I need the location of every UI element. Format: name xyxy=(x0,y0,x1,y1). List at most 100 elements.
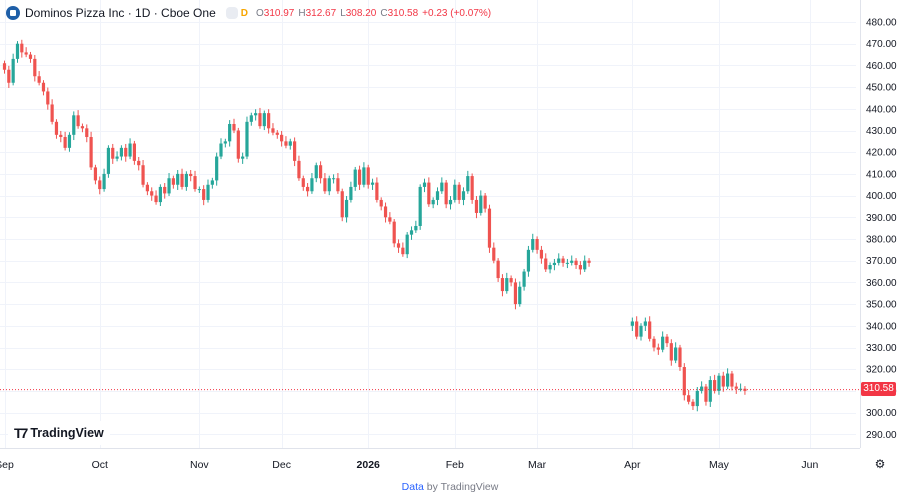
candle-body xyxy=(539,249,544,259)
candle-body xyxy=(492,247,496,261)
y-tick-label: 380.00 xyxy=(866,235,897,246)
candle-body xyxy=(383,206,388,218)
candle-body xyxy=(67,134,72,148)
candle-body xyxy=(340,191,344,218)
y-tick-label: 410.00 xyxy=(866,169,897,180)
candle-body xyxy=(318,165,323,179)
y-tick-label: 390.00 xyxy=(866,213,897,224)
candle-body xyxy=(578,265,582,270)
candle-body xyxy=(544,258,548,270)
candle-body xyxy=(435,191,440,200)
tradingview-logo[interactable]: T7 TradingView xyxy=(8,421,110,445)
candle-body xyxy=(163,186,167,194)
candle-body xyxy=(85,128,89,138)
tradingview-logo-text: TradingView xyxy=(30,426,104,440)
candle-body xyxy=(656,347,660,350)
candle-body xyxy=(409,230,414,235)
candle-body xyxy=(202,189,206,200)
candle-body xyxy=(414,225,418,231)
interval-tag: D xyxy=(240,7,248,19)
gear-icon[interactable]: ⚙ xyxy=(874,457,886,471)
candle-body xyxy=(661,336,665,350)
candle-body xyxy=(704,386,708,402)
ohlc-high: H312.67 xyxy=(298,7,337,19)
candle-body xyxy=(310,178,314,192)
candle-body xyxy=(193,176,197,190)
y-tick-label: 320.00 xyxy=(866,365,897,376)
candle-body xyxy=(249,115,253,122)
candle-body xyxy=(717,375,721,391)
candle-body xyxy=(444,182,448,205)
candle-body xyxy=(167,178,171,194)
candle-body xyxy=(652,338,656,348)
candle-body xyxy=(695,390,699,407)
candle-body xyxy=(197,189,201,191)
candle-body xyxy=(726,373,730,387)
candle-body xyxy=(448,199,453,205)
candle-body xyxy=(254,113,258,116)
candle-body xyxy=(370,182,375,185)
candle-body xyxy=(730,373,734,387)
candle-body xyxy=(210,180,214,185)
candle-body xyxy=(669,343,673,361)
candle-body xyxy=(518,286,522,305)
candle-body xyxy=(583,260,587,270)
y-tick-label: 440.00 xyxy=(866,104,897,115)
x-tick-label: Feb xyxy=(446,459,464,471)
y-tick-label: 460.00 xyxy=(866,61,897,72)
y-tick-label: 400.00 xyxy=(866,191,897,202)
candle-body xyxy=(37,76,41,83)
candle-body xyxy=(643,321,647,326)
candle-body xyxy=(24,52,28,55)
y-tick-label: 420.00 xyxy=(866,148,897,159)
symbol-logo-icon[interactable] xyxy=(6,6,20,20)
candle-body xyxy=(111,147,115,159)
candle-body xyxy=(327,178,331,192)
candle-body xyxy=(219,143,223,157)
candle-body xyxy=(500,278,505,292)
candle-body xyxy=(466,176,470,192)
candle-body xyxy=(379,199,383,207)
candle-body xyxy=(98,180,102,190)
candle-body xyxy=(375,182,379,200)
candle-body xyxy=(739,388,743,390)
y-tick-label: 300.00 xyxy=(866,408,897,419)
symbol-title[interactable]: Dominos Pizza Inc · 1D · Cboe One xyxy=(25,6,216,20)
y-tick-label: 430.00 xyxy=(866,126,897,137)
candle-body xyxy=(46,91,50,105)
data-link[interactable]: Data xyxy=(401,481,424,493)
x-axis[interactable]: Sep Oct Nov Dec 2026 Feb Mar Apr May Jun xyxy=(0,459,819,471)
ohlc-close: C310.58 xyxy=(380,7,419,19)
candle-body xyxy=(639,325,643,337)
tradingview-logo-icon: T7 xyxy=(14,425,28,441)
candle-body xyxy=(531,239,535,250)
candle-body xyxy=(128,143,132,157)
candle-body xyxy=(344,199,349,218)
candle-body xyxy=(505,278,509,292)
y-axis[interactable]: 480.00 470.00 460.00 450.00 440.00 430.00 420.… xyxy=(866,18,897,441)
x-tick-label: 2026 xyxy=(357,459,381,471)
candle-body xyxy=(63,137,67,148)
candle-body xyxy=(54,121,59,135)
x-tick-label: Oct xyxy=(92,459,108,471)
candle-body xyxy=(314,165,318,179)
candle-body xyxy=(275,132,279,135)
price-change: +0.23 (+0.07%) xyxy=(422,7,492,19)
candle-body xyxy=(721,375,725,387)
candle-body xyxy=(635,321,639,337)
candle-body xyxy=(388,217,392,222)
candle-body xyxy=(392,221,396,244)
candle-body xyxy=(245,121,249,157)
candle-body xyxy=(700,386,704,391)
candle-body xyxy=(262,113,266,127)
candle-body xyxy=(145,184,149,192)
candlestick-series xyxy=(2,39,747,412)
candle-body xyxy=(665,336,669,344)
market-status-badge[interactable] xyxy=(225,7,238,19)
candle-body xyxy=(59,134,63,138)
x-tick-label: May xyxy=(709,459,730,471)
ohlc-open: O310.97 xyxy=(255,7,295,19)
candle-body xyxy=(483,195,487,209)
candle-body xyxy=(461,191,466,200)
